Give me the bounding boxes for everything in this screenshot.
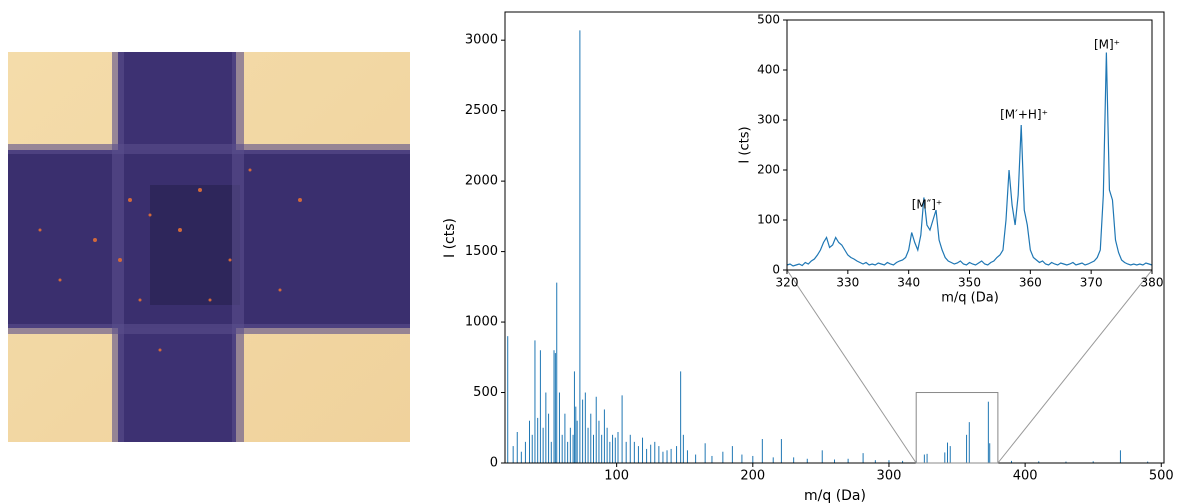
- y-tick-label: 400: [757, 63, 780, 77]
- x-tick-label: 340: [897, 276, 920, 290]
- x-tick-label: 400: [1013, 469, 1038, 484]
- y-tick-label: 2000: [465, 174, 498, 189]
- x-tick-label: 200: [740, 469, 765, 484]
- y-tick-label: 0: [772, 263, 780, 277]
- x-tick-label: 300: [877, 469, 902, 484]
- y-tick-label: 500: [757, 13, 780, 27]
- zoom-connector: [997, 269, 1153, 464]
- zoom-connector: [786, 269, 917, 464]
- x-axis-label: m/q (Da): [804, 488, 866, 504]
- zoom-box: [915, 392, 999, 464]
- axes-frame: [504, 11, 1165, 464]
- peak-annotation: [M]⁺: [1094, 38, 1120, 52]
- x-tick-label: 350: [958, 276, 981, 290]
- y-tick-label: 200: [757, 163, 780, 177]
- x-tick-label: 500: [1149, 469, 1174, 484]
- spectrum-line: [786, 52, 1153, 267]
- y-axis-label: I (cts): [738, 126, 753, 163]
- x-tick-label: 370: [1080, 276, 1103, 290]
- y-tick-label: 2500: [465, 103, 498, 118]
- y-tick-label: 3000: [465, 33, 498, 48]
- x-tick-label: 320: [776, 276, 799, 290]
- y-tick-label: 500: [473, 385, 498, 400]
- y-tick-label: 0: [490, 456, 498, 471]
- peak-annotation: [M″]⁺: [912, 198, 943, 212]
- y-axis-label: I (cts): [442, 218, 458, 258]
- peak-annotation: [M′+H]⁺: [1000, 108, 1048, 122]
- y-tick-label: 300: [757, 113, 780, 127]
- x-tick-label: 360: [1019, 276, 1042, 290]
- y-tick-label: 1000: [465, 315, 498, 330]
- y-tick-label: 100: [757, 213, 780, 227]
- x-axis-label: m/q (Da): [941, 291, 999, 306]
- plot-area: [787, 20, 1152, 270]
- microscope-image: [8, 52, 410, 442]
- y-tick-label: 1500: [465, 244, 498, 259]
- x-tick-label: 100: [604, 469, 629, 484]
- x-tick-label: 330: [836, 276, 859, 290]
- x-tick-label: 380: [1141, 276, 1164, 290]
